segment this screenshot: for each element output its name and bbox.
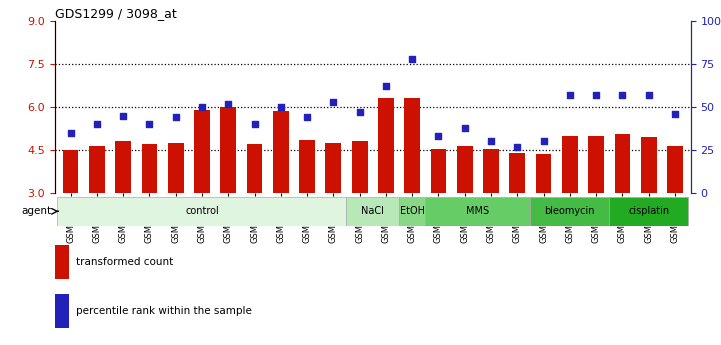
Bar: [378, 98, 394, 193]
Bar: [89, 146, 105, 193]
Point: [564, 92, 575, 98]
Point: [223, 101, 234, 106]
Bar: [194, 110, 210, 193]
Bar: [430, 149, 446, 193]
Point: [249, 121, 260, 127]
Point: [301, 115, 313, 120]
Bar: [247, 144, 262, 193]
Text: percentile rank within the sample: percentile rank within the sample: [76, 306, 252, 316]
Text: bleomycin: bleomycin: [544, 206, 595, 216]
Point: [643, 92, 655, 98]
Bar: [562, 136, 578, 193]
Bar: [55, 294, 69, 328]
Bar: [58, 197, 347, 226]
Point: [91, 121, 102, 127]
Bar: [399, 197, 425, 226]
Bar: [55, 245, 69, 279]
Bar: [299, 140, 315, 193]
Text: control: control: [185, 206, 219, 216]
Text: EtOH: EtOH: [399, 206, 425, 216]
Point: [590, 92, 602, 98]
Bar: [115, 141, 131, 193]
Point: [327, 99, 339, 105]
Point: [433, 134, 444, 139]
Bar: [425, 197, 531, 226]
Bar: [325, 143, 341, 193]
Text: GDS1299 / 3098_at: GDS1299 / 3098_at: [55, 7, 177, 20]
Bar: [63, 150, 79, 193]
Point: [170, 115, 182, 120]
Point: [118, 113, 129, 118]
Text: MMS: MMS: [466, 206, 490, 216]
Bar: [483, 149, 499, 193]
Text: NaCl: NaCl: [361, 206, 384, 216]
Bar: [641, 137, 657, 193]
Bar: [536, 155, 552, 193]
Point: [196, 104, 208, 110]
Point: [380, 83, 392, 89]
Bar: [168, 143, 184, 193]
Point: [65, 130, 76, 136]
Point: [485, 139, 497, 144]
Bar: [457, 146, 472, 193]
Point: [538, 139, 549, 144]
Bar: [347, 197, 399, 226]
Bar: [221, 107, 236, 193]
Bar: [609, 197, 688, 226]
Point: [275, 104, 286, 110]
Bar: [531, 197, 609, 226]
Bar: [510, 153, 525, 193]
Bar: [588, 136, 604, 193]
Point: [511, 144, 523, 149]
Text: agent: agent: [21, 206, 51, 216]
Point: [407, 56, 418, 61]
Bar: [352, 141, 368, 193]
Text: cisplatin: cisplatin: [628, 206, 669, 216]
Bar: [273, 111, 288, 193]
Point: [459, 125, 471, 130]
Bar: [404, 98, 420, 193]
Point: [616, 92, 628, 98]
Point: [669, 111, 681, 117]
Point: [354, 109, 366, 115]
Text: transformed count: transformed count: [76, 257, 174, 267]
Bar: [667, 146, 683, 193]
Bar: [141, 144, 157, 193]
Bar: [614, 134, 630, 193]
Point: [143, 121, 155, 127]
